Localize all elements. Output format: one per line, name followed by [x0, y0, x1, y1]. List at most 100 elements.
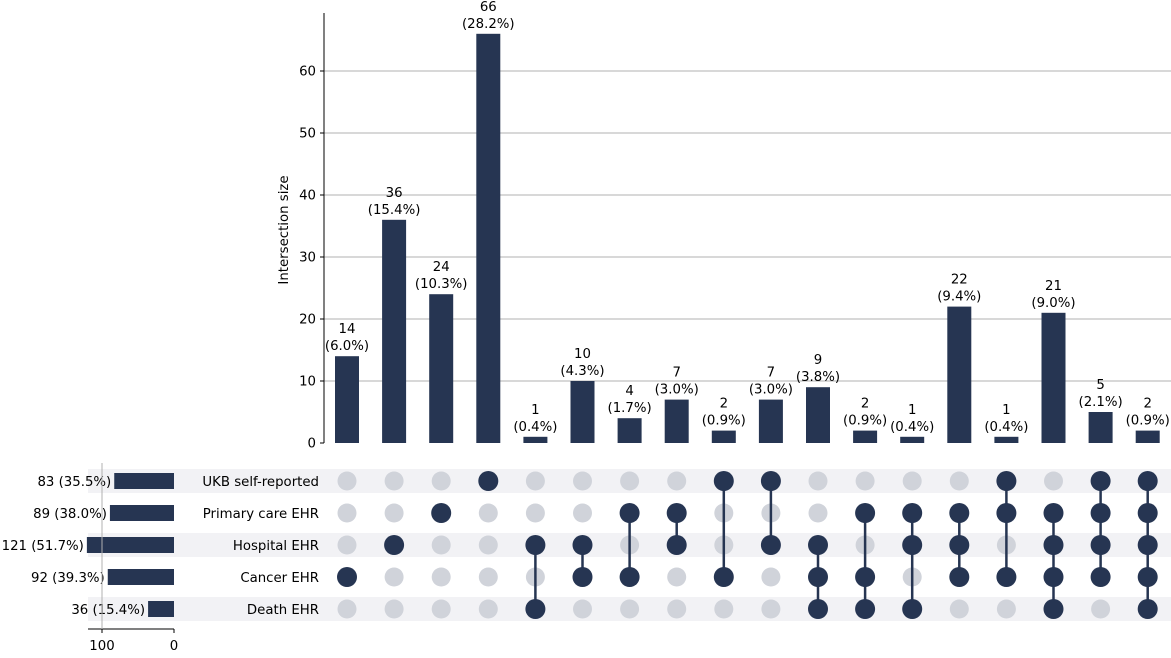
matrix-dot-active	[572, 535, 593, 555]
matrix-dot-inactive	[808, 503, 828, 523]
bar-percent-label: (2.1%)	[1079, 395, 1123, 410]
bar-value-label: 10	[574, 347, 591, 362]
intersection-bar	[1135, 430, 1160, 443]
intersection-bar	[617, 418, 642, 443]
matrix-dot-inactive	[337, 471, 357, 491]
matrix-dot-active	[384, 535, 405, 555]
matrix-dot-active	[1090, 503, 1111, 523]
matrix-dot-active	[1137, 503, 1158, 523]
matrix-dot-active	[1137, 471, 1158, 491]
matrix-dot-active	[996, 567, 1017, 587]
set-name-label: Hospital EHR	[233, 539, 319, 554]
bar-value-label: 1	[1002, 403, 1010, 418]
matrix-dot-active	[431, 503, 452, 523]
set-size-tick-label: 0	[170, 639, 178, 653]
bar-percent-label: (4.3%)	[560, 364, 604, 379]
y-tick-label: 30	[299, 251, 316, 266]
intersection-bar	[335, 356, 359, 443]
set-size-label: 36 (15.4%)	[71, 603, 145, 618]
matrix-dot-inactive	[667, 471, 687, 491]
bar-value-label: 9	[814, 353, 822, 368]
matrix-dot-active	[666, 535, 687, 555]
intersection-bar	[664, 399, 689, 443]
matrix-dot-active	[666, 503, 687, 523]
matrix-dot-inactive	[573, 471, 592, 491]
matrix-dot-active	[949, 567, 970, 587]
matrix-dot-inactive	[902, 471, 922, 491]
bar-percent-label: (3.0%)	[655, 383, 699, 398]
matrix-dot-active	[713, 567, 734, 587]
matrix-dot-inactive	[384, 471, 404, 491]
matrix-dot-active	[619, 567, 640, 587]
set-size-bar	[86, 537, 174, 553]
bar-percent-label: (28.2%)	[462, 17, 515, 32]
matrix-dot-active	[949, 503, 970, 523]
matrix-dot-active	[1090, 535, 1111, 555]
matrix-dot-active	[996, 503, 1017, 523]
set-size-bar	[109, 505, 174, 521]
matrix-dot-active	[525, 535, 546, 555]
set-size-label: 121 (51.7%)	[2, 539, 84, 554]
matrix-dot-active	[996, 471, 1017, 491]
bar-percent-label: (9.4%)	[937, 290, 981, 305]
matrix-dot-active	[808, 599, 828, 619]
bar-percent-label: (15.4%)	[368, 203, 421, 218]
set-name-label: UKB self-reported	[202, 475, 319, 490]
bar-value-label: 1	[531, 403, 539, 418]
bar-percent-label: (1.7%)	[608, 401, 652, 416]
bar-value-label: 36	[386, 186, 403, 201]
intersection-bar	[523, 436, 548, 443]
set-size-tick-label: 100	[89, 639, 114, 653]
intersection-bar	[947, 306, 972, 443]
matrix-dot-active	[902, 503, 923, 523]
matrix-dot-inactive	[620, 471, 640, 491]
matrix-dot-active	[619, 503, 640, 523]
matrix-dot-inactive	[855, 471, 875, 491]
matrix-dot-active	[760, 471, 781, 491]
matrix-dot-active	[855, 599, 876, 619]
intersection-bar	[570, 381, 595, 443]
matrix-dot-active	[855, 503, 876, 523]
bar-value-label: 7	[672, 366, 680, 381]
bar-value-label: 21	[1045, 279, 1062, 294]
matrix-dot-active	[949, 535, 970, 555]
intersection-bar	[758, 399, 783, 443]
matrix-dot-active	[713, 471, 734, 491]
bar-value-label: 5	[1096, 378, 1104, 393]
bar-value-label: 24	[433, 260, 450, 275]
matrix-dot-inactive	[337, 535, 357, 555]
matrix-dot-inactive	[1091, 599, 1111, 619]
matrix-dot-active	[1090, 567, 1111, 587]
set-size-label: 83 (35.5%)	[37, 475, 111, 490]
bar-percent-label: (0.9%)	[1126, 414, 1170, 429]
set-size-label: 92 (39.3%)	[31, 571, 105, 586]
bar-value-label: 2	[861, 397, 869, 412]
matrix-dot-active	[572, 567, 593, 587]
matrix-dot-inactive	[714, 599, 734, 619]
matrix-dot-inactive	[761, 567, 781, 587]
intersection-bar	[853, 430, 878, 443]
bar-value-label: 7	[767, 366, 775, 381]
matrix-dot-inactive	[808, 471, 828, 491]
y-tick-label: 50	[299, 127, 316, 142]
matrix-dot-inactive	[384, 503, 404, 523]
matrix-dot-inactive	[478, 535, 498, 555]
matrix-dot-active	[1137, 599, 1158, 619]
set-size-bar	[114, 473, 174, 489]
intersection-bar	[806, 387, 830, 443]
intersection-bar	[1088, 412, 1113, 443]
bar-percent-label: (0.4%)	[513, 420, 557, 435]
matrix-dot-inactive	[667, 599, 687, 619]
matrix-dot-inactive	[573, 503, 592, 523]
bar-value-label: 4	[625, 384, 633, 399]
y-tick-label: 20	[299, 313, 316, 328]
y-tick-label: 40	[299, 189, 316, 204]
bar-percent-label: (0.4%)	[984, 420, 1028, 435]
matrix-dot-inactive	[573, 599, 592, 619]
matrix-dot-inactive	[525, 471, 545, 491]
intersection-bar	[900, 436, 925, 443]
matrix-dot-inactive	[384, 599, 404, 619]
matrix-dot-inactive	[949, 599, 969, 619]
matrix-dot-inactive	[431, 471, 451, 491]
